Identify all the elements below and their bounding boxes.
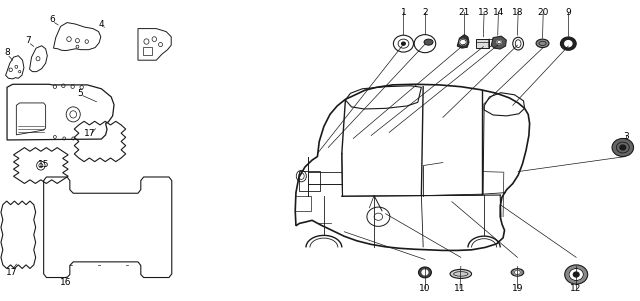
Text: 11: 11 (454, 284, 466, 293)
Polygon shape (457, 35, 469, 48)
Text: 8: 8 (4, 48, 10, 57)
Text: 21: 21 (459, 8, 470, 17)
Text: 14: 14 (493, 8, 504, 17)
Circle shape (515, 270, 520, 275)
Ellipse shape (511, 268, 524, 276)
Circle shape (569, 268, 584, 281)
Text: 4: 4 (99, 20, 104, 29)
Bar (143, 47, 152, 55)
Text: 16: 16 (60, 278, 72, 287)
Bar (476, 39, 489, 48)
Text: 6: 6 (49, 15, 55, 24)
Bar (299, 171, 319, 191)
Circle shape (561, 37, 576, 50)
Ellipse shape (536, 39, 549, 48)
Text: 3: 3 (623, 132, 628, 141)
Circle shape (612, 138, 634, 157)
Text: 17: 17 (84, 129, 96, 138)
Text: 2: 2 (422, 8, 428, 17)
Ellipse shape (450, 269, 472, 278)
Text: 17: 17 (6, 268, 17, 277)
Circle shape (422, 270, 428, 275)
Text: 13: 13 (478, 8, 490, 17)
Circle shape (620, 145, 626, 150)
Ellipse shape (497, 41, 501, 44)
Text: 18: 18 (513, 8, 524, 17)
Bar (295, 196, 311, 211)
Circle shape (419, 267, 431, 278)
Text: 12: 12 (570, 284, 581, 293)
Text: 15: 15 (38, 160, 49, 169)
Text: 20: 20 (538, 8, 549, 17)
Circle shape (573, 272, 579, 277)
Text: 5: 5 (77, 89, 83, 98)
Text: 10: 10 (419, 284, 430, 293)
Text: 1: 1 (401, 8, 406, 17)
Circle shape (564, 265, 588, 284)
Polygon shape (492, 36, 506, 49)
Ellipse shape (424, 39, 433, 45)
Circle shape (460, 39, 466, 45)
Text: 19: 19 (511, 284, 523, 293)
Text: 7: 7 (26, 36, 31, 45)
Circle shape (564, 41, 572, 47)
Text: 9: 9 (566, 8, 571, 17)
Circle shape (402, 42, 405, 45)
